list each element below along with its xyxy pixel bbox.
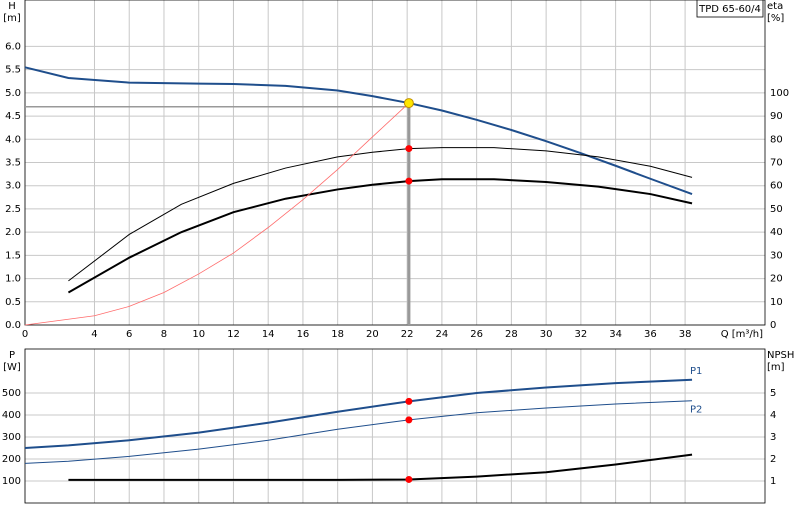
y-axis-title: H [8,1,16,12]
series-line [68,453,693,481]
x-tick-label: 24 [436,329,449,340]
y-tick-label: 2.0 [5,227,21,238]
x-tick-label: 6 [126,329,132,340]
y2-tick-label: 40 [770,227,783,238]
series-label: P2 [690,405,702,416]
duty-point [405,177,413,185]
y-tick-label: 400 [2,410,21,421]
x-tick-label: 10 [192,329,205,340]
x-tick-label: 26 [470,329,483,340]
y-tick-label: 6.0 [5,41,21,52]
duty-point [405,416,413,424]
series-line [24,400,693,464]
y2-tick-label: 90 [770,111,783,122]
y2-tick-label: 70 [770,158,783,169]
y2-axis-title: NPSH [767,350,794,361]
y2-axis-unit: [%] [767,13,784,24]
y-axis-title: P [9,350,15,361]
y2-tick-label: 20 [770,274,783,285]
y2-tick-label: 0 [770,320,776,331]
y2-tick-label: 50 [770,204,783,215]
y2-tick-label: 100 [770,88,789,99]
y-tick-label: 1.0 [5,274,21,285]
x-tick-label: 12 [227,329,240,340]
x-tick-label: 18 [331,329,344,340]
y2-tick-label: 2 [770,454,776,465]
y-axis-unit: [W] [3,362,21,373]
y-tick-label: 200 [2,454,21,465]
x-tick-label: 28 [505,329,518,340]
x-tick-label: 0 [22,329,28,340]
y2-tick-label: 60 [770,181,783,192]
y2-tick-label: 3 [770,432,776,443]
y2-tick-label: 1 [770,476,776,487]
x-tick-label: 4 [91,329,97,340]
y-tick-label: 3.0 [5,181,21,192]
x-axis-title: Q [m³/h] [721,329,763,340]
duty-point [405,475,413,483]
x-tick-label: 20 [366,329,379,340]
y-axis-unit: [m] [3,13,21,24]
series-line [24,378,693,449]
series-line [67,178,693,294]
plot-frame [24,348,766,504]
y-tick-label: 3.5 [5,158,21,169]
y-tick-label: 500 [2,388,21,399]
x-tick-label: 32 [575,329,588,340]
x-tick-label: 22 [401,329,414,340]
x-tick-label: 38 [679,329,692,340]
y-tick-label: 2.5 [5,204,21,215]
y2-tick-label: 80 [770,134,783,145]
y-tick-label: 100 [2,476,21,487]
series-label: P1 [690,366,702,377]
series-line [68,147,693,282]
x-tick-label: 34 [609,329,622,340]
y2-tick-label: 10 [770,297,783,308]
y2-axis-title: eta [767,1,783,12]
y-tick-label: 4.5 [5,111,21,122]
y2-tick-label: 30 [770,250,783,261]
duty-point [403,98,414,109]
x-tick-label: 30 [540,329,553,340]
series-line [24,102,410,326]
duty-point [405,397,413,405]
series-line [24,66,693,196]
y-tick-label: 0.5 [5,297,21,308]
y2-axis-unit: [m] [767,362,785,373]
chart-title: TPD 65-60/4 [698,4,761,15]
y-tick-label: 0.0 [5,320,21,331]
y2-tick-label: 5 [770,388,776,399]
y-tick-label: 1.5 [5,250,21,261]
y-tick-label: 5.5 [5,65,21,76]
y-tick-label: 5.0 [5,88,21,99]
x-tick-label: 14 [262,329,275,340]
x-tick-label: 36 [644,329,657,340]
duty-point [405,145,413,153]
plot-frame [24,0,766,326]
y2-tick-label: 4 [770,410,776,421]
y-tick-label: 4.0 [5,134,21,145]
x-tick-label: 16 [297,329,310,340]
title-box [696,0,764,18]
x-tick-label: 8 [161,329,167,340]
y-tick-label: 300 [2,432,21,443]
